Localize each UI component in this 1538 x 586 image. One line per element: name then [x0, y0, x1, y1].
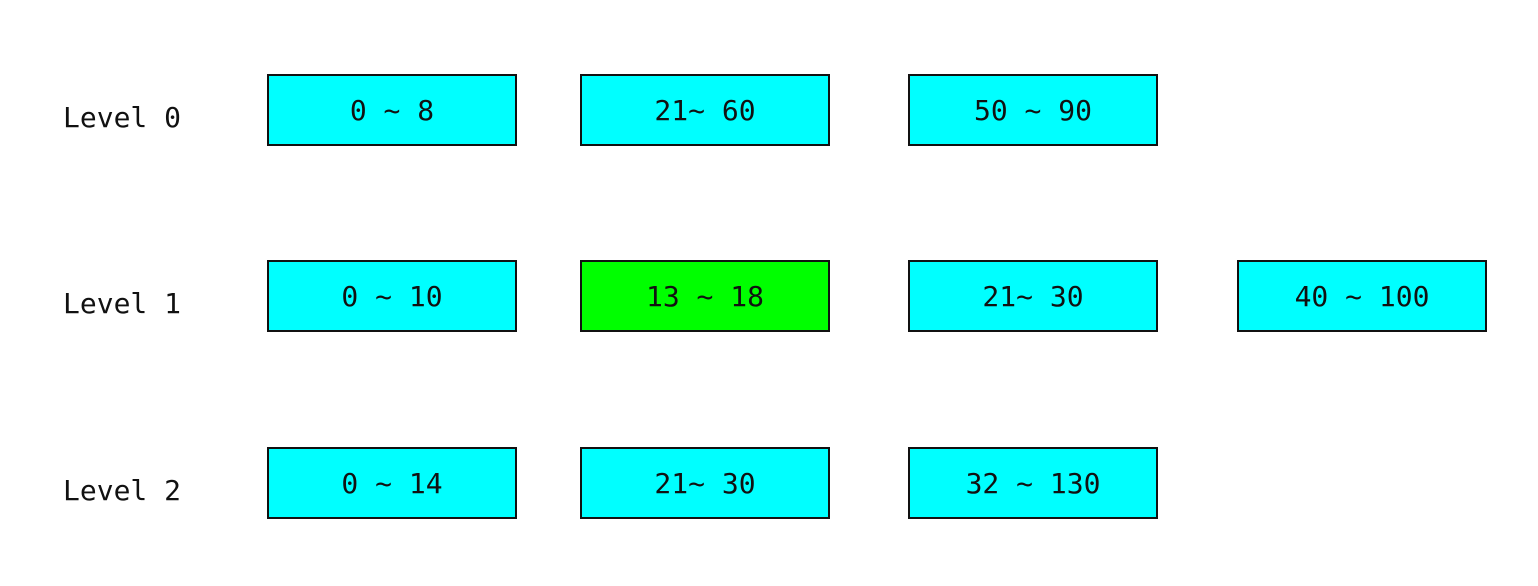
level-2-range-box-3: 32 ~ 130	[908, 447, 1158, 519]
level-1-range-box-4: 40 ~ 100	[1237, 260, 1487, 332]
level-0-label: Level 0	[63, 101, 182, 134]
level-0-range-box-3: 50 ~ 90	[908, 74, 1158, 146]
level-1-range-box-2-highlighted: 13 ~ 18	[580, 260, 830, 332]
level-1-range-box-3: 21~ 30	[908, 260, 1158, 332]
level-2-range-box-1: 0 ~ 14	[267, 447, 517, 519]
level-1-label: Level 1	[63, 287, 182, 320]
level-1-range-box-1: 0 ~ 10	[267, 260, 517, 332]
level-0-range-box-1: 0 ~ 8	[267, 74, 517, 146]
level-2-range-box-2: 21~ 30	[580, 447, 830, 519]
level-2-label: Level 2	[63, 474, 182, 507]
level-0-range-box-2: 21~ 60	[580, 74, 830, 146]
